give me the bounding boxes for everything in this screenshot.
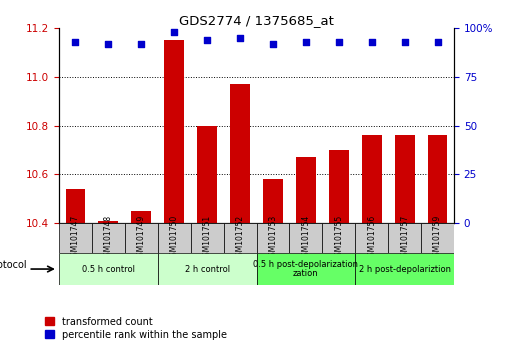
Bar	[59, 223, 92, 253]
Point	[401, 39, 409, 45]
Bar	[158, 223, 191, 253]
Bar	[362, 135, 382, 223]
Text: GSM101754: GSM101754	[301, 215, 310, 261]
Bar	[263, 179, 283, 223]
Bar	[394, 135, 415, 223]
Text: 0.5 h post-depolarization
zation: 0.5 h post-depolarization zation	[253, 260, 359, 278]
Point	[433, 39, 442, 45]
Point	[368, 39, 376, 45]
Text: 2 h post-depolariztion: 2 h post-depolariztion	[359, 264, 450, 274]
Bar	[289, 223, 322, 253]
Point	[71, 39, 80, 45]
Bar	[230, 84, 250, 223]
Bar	[92, 223, 125, 253]
Bar	[421, 223, 454, 253]
Bar	[197, 126, 217, 223]
Bar	[355, 253, 454, 285]
Text: GSM101748: GSM101748	[104, 215, 113, 261]
Text: GSM101753: GSM101753	[268, 215, 278, 261]
Bar	[329, 150, 349, 223]
Bar	[164, 40, 184, 223]
Bar	[428, 135, 447, 223]
Text: GSM101756: GSM101756	[367, 215, 376, 261]
Bar	[256, 253, 355, 285]
Text: GSM101750: GSM101750	[170, 215, 179, 261]
Legend: transformed count, percentile rank within the sample: transformed count, percentile rank withi…	[41, 313, 231, 343]
Bar	[296, 157, 315, 223]
Text: protocol: protocol	[0, 260, 27, 270]
Point	[302, 39, 310, 45]
Bar	[355, 223, 388, 253]
Text: 0.5 h control: 0.5 h control	[82, 264, 135, 274]
Bar	[256, 223, 289, 253]
Bar	[125, 223, 158, 253]
Point	[269, 41, 277, 47]
Bar	[322, 223, 355, 253]
Text: GSM101757: GSM101757	[400, 215, 409, 261]
Point	[137, 41, 145, 47]
Point	[236, 35, 244, 41]
Bar	[59, 253, 158, 285]
Point	[203, 37, 211, 43]
Bar	[131, 211, 151, 223]
Bar	[388, 223, 421, 253]
Text: GSM101755: GSM101755	[334, 215, 343, 261]
Text: 2 h control: 2 h control	[185, 264, 230, 274]
Text: GSM101759: GSM101759	[433, 215, 442, 261]
Title: GDS2774 / 1375685_at: GDS2774 / 1375685_at	[179, 14, 334, 27]
Bar	[98, 221, 118, 223]
Bar	[224, 223, 256, 253]
Bar	[191, 223, 224, 253]
Bar	[66, 189, 85, 223]
Bar	[158, 253, 256, 285]
Text: GSM101749: GSM101749	[137, 215, 146, 261]
Point	[104, 41, 112, 47]
Point	[170, 29, 179, 35]
Text: GSM101747: GSM101747	[71, 215, 80, 261]
Text: GSM101751: GSM101751	[203, 215, 212, 261]
Text: GSM101752: GSM101752	[235, 215, 245, 261]
Point	[334, 39, 343, 45]
